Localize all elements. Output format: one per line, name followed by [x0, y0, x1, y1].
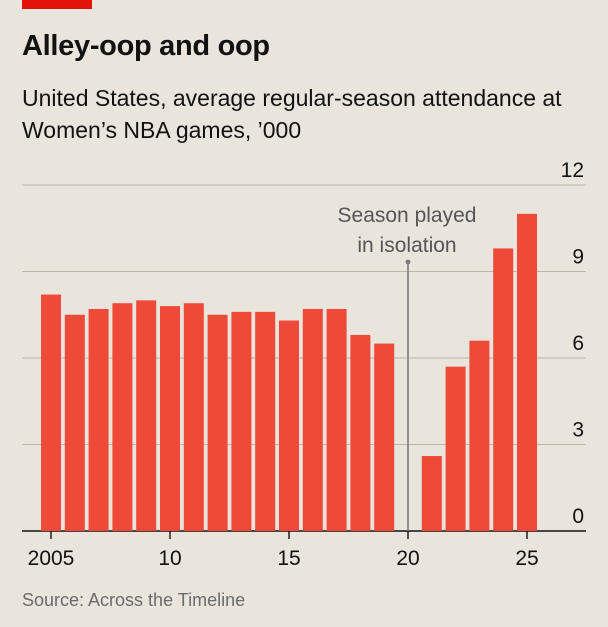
bar-2012	[207, 314, 228, 531]
brand-tag	[22, 0, 92, 9]
y-tick-label-0: 0	[572, 505, 584, 528]
bar-2016	[302, 308, 323, 531]
bar-2006	[64, 314, 85, 531]
x-tick-label-2015: 15	[277, 547, 300, 570]
bar-2005	[41, 294, 61, 531]
bar-2013	[231, 311, 252, 531]
y-tick-label-12: 12	[561, 159, 584, 182]
bar-2023	[469, 340, 490, 531]
y-tick-label-6: 6	[572, 332, 584, 355]
bar-chart: 0 3 6 9 12 2005 10 15 20 25 Season played in isolat…	[22, 159, 586, 570]
bar-2019	[374, 343, 395, 531]
annotation-text-line-1: Season played	[338, 204, 477, 227]
y-tick-label-9: 9	[572, 246, 584, 269]
annotation-text-line-2: in isolation	[357, 234, 456, 257]
bar-2007	[88, 308, 109, 531]
bar-2021	[421, 456, 442, 531]
bar-2025	[517, 213, 537, 532]
y-tick-label-3: 3	[572, 419, 584, 442]
bar-2024	[493, 248, 514, 531]
x-tick-label-2020: 20	[396, 547, 419, 570]
bar-2008	[112, 303, 133, 531]
bar-2018	[350, 334, 371, 531]
x-tick-label-2005: 2005	[28, 547, 75, 570]
bar-2011	[183, 303, 204, 531]
bar-2015	[279, 320, 299, 531]
bar-2010	[160, 306, 180, 531]
x-tick-label-2025: 25	[515, 547, 538, 570]
chart-title: Alley-oop and oop	[22, 30, 270, 62]
x-tick-label-2010: 10	[158, 547, 181, 570]
annotation-dot	[405, 259, 411, 265]
bar-2009	[136, 300, 157, 531]
bar-2022	[445, 366, 466, 531]
source-note: Source: Across the Timeline	[22, 590, 246, 610]
chart-subtitle: United States, average regular-season at…	[22, 85, 562, 143]
bar-2014	[255, 311, 276, 531]
bar-2017	[326, 308, 347, 531]
